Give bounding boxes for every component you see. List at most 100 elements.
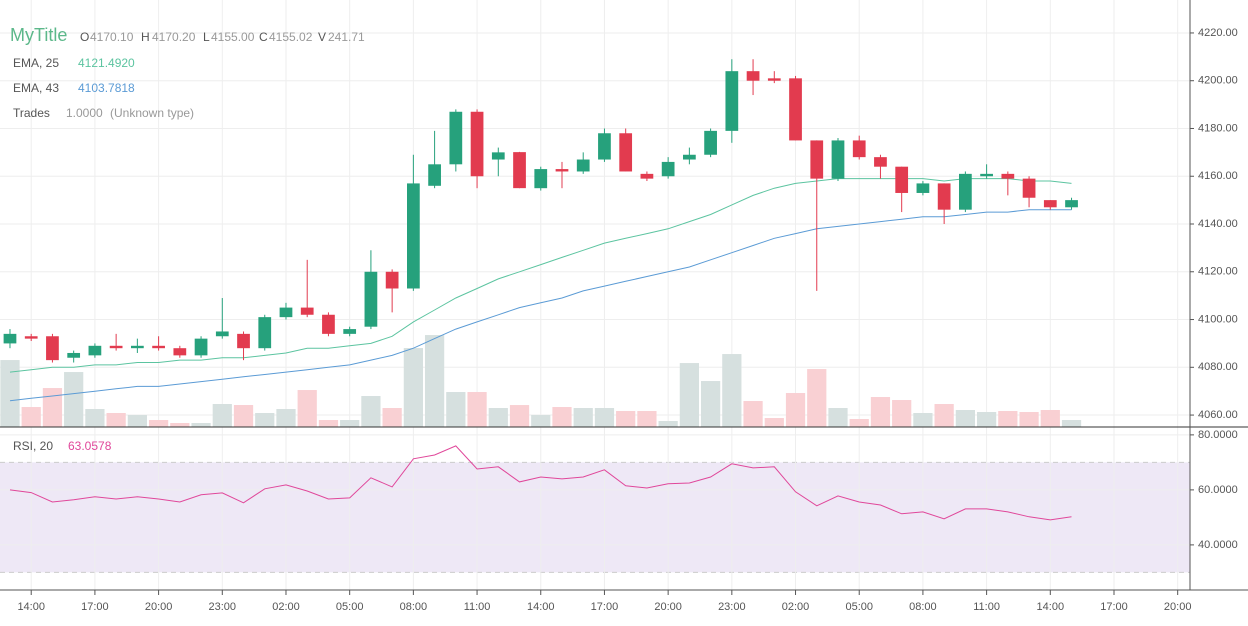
- volume-bar: [318, 420, 339, 427]
- volume-bar: [191, 423, 211, 427]
- candle-body: [874, 157, 887, 167]
- x-tick-label: 23:00: [718, 601, 746, 613]
- legend-trades-value: 1.0000: [66, 106, 103, 120]
- x-tick-label: 20:00: [1164, 601, 1192, 613]
- candle-body: [3, 333, 17, 344]
- candle-body: [895, 166, 909, 193]
- y-tick-label: 4220.00: [1198, 27, 1238, 39]
- legend-value: 4155.02: [269, 30, 313, 44]
- candle-body: [67, 352, 81, 358]
- volume-bar: [658, 421, 678, 427]
- candle-body: [937, 183, 951, 210]
- candle-body: [980, 173, 993, 177]
- x-tick-label: 05:00: [845, 601, 873, 613]
- candle-body: [385, 271, 399, 289]
- legend-series-value: 4103.7818: [78, 81, 135, 95]
- volume-bar: [743, 401, 763, 427]
- volume-bar: [0, 360, 20, 427]
- ema-line: [9, 178, 1072, 373]
- volume-bar: [127, 415, 147, 427]
- candle-body: [513, 152, 526, 189]
- candle-body: [852, 140, 866, 158]
- y-tick-label: 4120.00: [1198, 266, 1238, 278]
- candle-body: [152, 345, 165, 349]
- y-tick-label: 4080.00: [1198, 361, 1238, 373]
- x-tick-label: 11:00: [464, 601, 491, 613]
- x-tick-label: 23:00: [209, 601, 237, 613]
- candle-body: [130, 345, 144, 349]
- candle-body: [598, 133, 611, 160]
- legend-value: 4170.10: [90, 30, 134, 44]
- candle-body: [46, 336, 59, 361]
- candle-body: [683, 154, 696, 160]
- plot-area: 14:00 17:00 20:00 23:00 02:00 05:00 08:00 11:00…: [0, 0, 1248, 613]
- volume-bar: [955, 410, 975, 427]
- volume-bar: [1019, 412, 1039, 427]
- volume-bar: [255, 413, 275, 427]
- candle-body: [619, 133, 633, 172]
- candle-body: [831, 140, 845, 179]
- candle-body: [704, 130, 717, 155]
- volume-bar: [233, 405, 254, 427]
- candle-body: [661, 161, 675, 177]
- ema-line: [9, 209, 1072, 402]
- volume-bar: [170, 423, 190, 427]
- candle-body: [88, 345, 102, 356]
- volume-bar: [998, 411, 1018, 427]
- candle-body: [491, 152, 505, 160]
- candle-body: [364, 271, 378, 327]
- rsi-tick-label: 80.0000: [1198, 429, 1238, 441]
- rsi-tick-label: 60.0000: [1198, 484, 1238, 496]
- candle-body: [215, 331, 229, 337]
- volume-bar: [892, 400, 912, 427]
- volume-bar: [446, 392, 466, 427]
- x-tick-label: 05:00: [336, 601, 364, 613]
- legend-series-name: EMA, 43: [13, 81, 59, 95]
- legend-trades-name: Trades: [13, 106, 50, 120]
- x-tick-label: 20:00: [654, 601, 682, 613]
- volume-bar: [976, 412, 997, 427]
- volume-bar: [106, 413, 126, 427]
- volume-bar: [64, 372, 84, 427]
- volume-bar: [616, 411, 636, 427]
- y-tick-label: 4160.00: [1198, 170, 1238, 182]
- candle-body: [194, 338, 208, 356]
- y-tick-label: 4140.00: [1198, 218, 1238, 230]
- candle-body: [406, 183, 420, 289]
- candle-body: [916, 183, 930, 193]
- rsi-line: [9, 445, 1072, 521]
- candle-body: [789, 78, 802, 141]
- candle-body: [576, 159, 590, 172]
- volume-bar: [552, 407, 572, 427]
- x-tick-label: 14:00: [17, 601, 45, 613]
- volume-bar: [403, 348, 423, 427]
- volume-bar: [531, 415, 551, 427]
- volume-bar: [340, 420, 360, 427]
- volume-bar: [297, 390, 317, 427]
- y-tick-label: 4100.00: [1198, 313, 1238, 325]
- candle-body: [449, 111, 463, 165]
- candle-body: [640, 173, 654, 179]
- candle-body: [109, 345, 123, 349]
- legend-trades-kind: (Unknown type): [110, 106, 194, 120]
- candle-body: [173, 348, 187, 356]
- volume-bar: [509, 405, 530, 427]
- x-tick-label: 17:00: [591, 601, 619, 613]
- legend-value: 241.71: [328, 30, 365, 44]
- candle-body: [767, 78, 781, 81]
- volume-bar: [700, 381, 721, 427]
- volume-bar: [42, 388, 63, 427]
- volume-bar: [573, 408, 593, 427]
- volume-bar: [424, 335, 445, 427]
- volume-bar: [148, 420, 169, 427]
- volume-bar: [594, 408, 615, 427]
- legend-value: 4155.00: [211, 30, 255, 44]
- rsi-name: RSI, 20: [13, 439, 53, 453]
- legend-series-name: EMA, 25: [13, 56, 59, 70]
- x-tick-label: 17:00: [81, 601, 109, 613]
- volume-bar: [382, 408, 402, 427]
- y-tick-label: 4200.00: [1198, 75, 1238, 87]
- candle-body: [1043, 200, 1057, 208]
- volume-bar: [934, 404, 954, 427]
- legend-value: 4170.20: [152, 30, 196, 44]
